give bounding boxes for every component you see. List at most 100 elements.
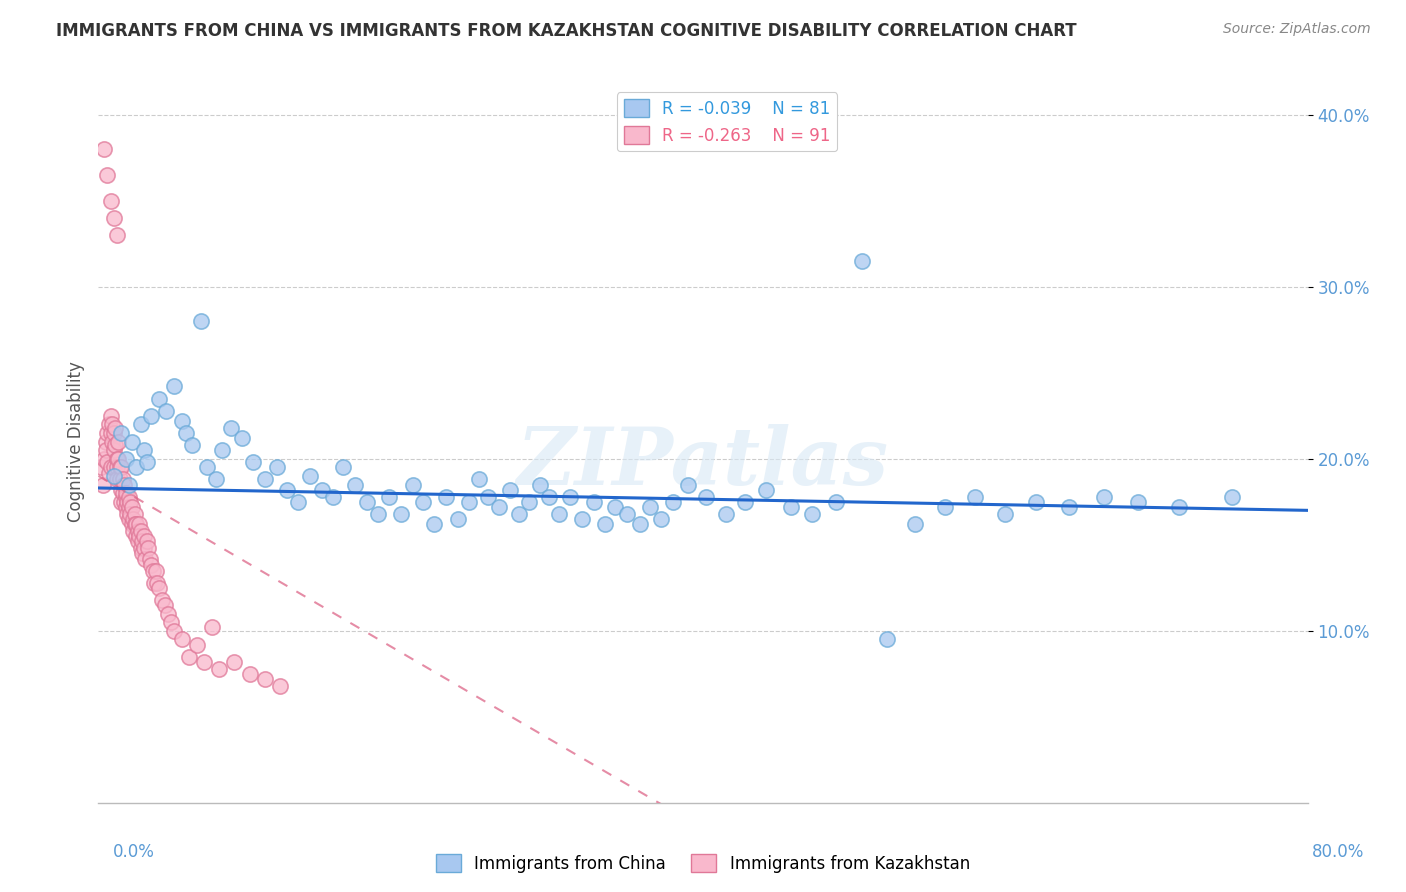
- Point: [100, 460, 122, 475]
- Point: [163, 624, 186, 638]
- Point: [121, 434, 143, 449]
- Point: [1092, 490, 1115, 504]
- Point: [965, 490, 987, 504]
- Point: [128, 517, 150, 532]
- Point: [132, 443, 155, 458]
- Point: [129, 541, 152, 556]
- Point: [287, 494, 309, 508]
- Point: [468, 472, 491, 486]
- Point: [356, 494, 378, 508]
- Point: [150, 592, 173, 607]
- Legend: R = -0.039    N = 81, R = -0.263    N = 91: R = -0.039 N = 81, R = -0.263 N = 91: [617, 92, 837, 152]
- Point: [114, 490, 136, 504]
- Point: [111, 486, 134, 500]
- Point: [344, 477, 367, 491]
- Point: [548, 507, 571, 521]
- Point: [800, 507, 823, 521]
- Point: [755, 483, 778, 497]
- Point: [155, 403, 177, 417]
- Point: [120, 507, 142, 521]
- Point: [139, 551, 162, 566]
- Point: [148, 581, 170, 595]
- Text: Source: ZipAtlas.com: Source: ZipAtlas.com: [1223, 22, 1371, 37]
- Point: [114, 500, 136, 514]
- Point: [1057, 500, 1080, 514]
- Point: [107, 434, 129, 449]
- Point: [114, 451, 136, 466]
- Point: [135, 534, 157, 549]
- Point: [529, 477, 551, 491]
- Point: [558, 490, 581, 504]
- Point: [105, 460, 128, 475]
- Point: [90, 460, 112, 475]
- Text: IMMIGRANTS FROM CHINA VS IMMIGRANTS FROM KAZAKHSTAN COGNITIVE DISABILITY CORRELA: IMMIGRANTS FROM CHINA VS IMMIGRANTS FROM…: [56, 22, 1077, 40]
- Point: [179, 649, 201, 664]
- Point: [103, 425, 125, 440]
- Point: [994, 507, 1017, 521]
- Point: [101, 417, 124, 432]
- Point: [104, 421, 127, 435]
- Point: [322, 490, 344, 504]
- Point: [221, 421, 243, 435]
- Point: [477, 490, 499, 504]
- Point: [156, 607, 179, 621]
- Point: [1168, 500, 1191, 514]
- Point: [201, 620, 224, 634]
- Point: [115, 494, 138, 508]
- Point: [311, 483, 333, 497]
- Point: [269, 679, 291, 693]
- Point: [779, 500, 801, 514]
- Point: [676, 477, 699, 491]
- Point: [104, 438, 127, 452]
- Point: [142, 564, 165, 578]
- Point: [127, 524, 149, 538]
- Point: [122, 524, 145, 538]
- Text: 80.0%: 80.0%: [1312, 843, 1364, 861]
- Point: [136, 541, 159, 556]
- Point: [186, 638, 208, 652]
- Point: [93, 451, 115, 466]
- Point: [628, 517, 651, 532]
- Point: [105, 228, 128, 243]
- Point: [239, 666, 262, 681]
- Point: [695, 490, 717, 504]
- Point: [91, 477, 114, 491]
- Point: [118, 477, 141, 491]
- Point: [98, 466, 121, 480]
- Point: [98, 417, 121, 432]
- Point: [517, 494, 540, 508]
- Point: [276, 483, 298, 497]
- Point: [332, 460, 354, 475]
- Point: [170, 632, 193, 647]
- Point: [253, 472, 276, 486]
- Point: [195, 460, 218, 475]
- Point: [108, 472, 131, 486]
- Point: [605, 500, 627, 514]
- Point: [389, 507, 412, 521]
- Point: [111, 472, 134, 486]
- Point: [714, 507, 737, 521]
- Point: [108, 460, 131, 475]
- Point: [498, 483, 520, 497]
- Point: [650, 512, 672, 526]
- Point: [616, 507, 638, 521]
- Point: [402, 477, 425, 491]
- Point: [94, 434, 117, 449]
- Point: [93, 142, 115, 156]
- Point: [661, 494, 683, 508]
- Point: [193, 655, 215, 669]
- Point: [118, 490, 141, 504]
- Point: [135, 455, 157, 469]
- Point: [447, 512, 470, 526]
- Point: [100, 194, 122, 208]
- Point: [1128, 494, 1150, 508]
- Point: [153, 598, 176, 612]
- Point: [96, 455, 118, 469]
- Point: [934, 500, 956, 514]
- Point: [146, 575, 169, 590]
- Point: [134, 551, 156, 566]
- Point: [96, 168, 118, 182]
- Point: [105, 472, 128, 486]
- Point: [101, 434, 124, 449]
- Point: [825, 494, 848, 508]
